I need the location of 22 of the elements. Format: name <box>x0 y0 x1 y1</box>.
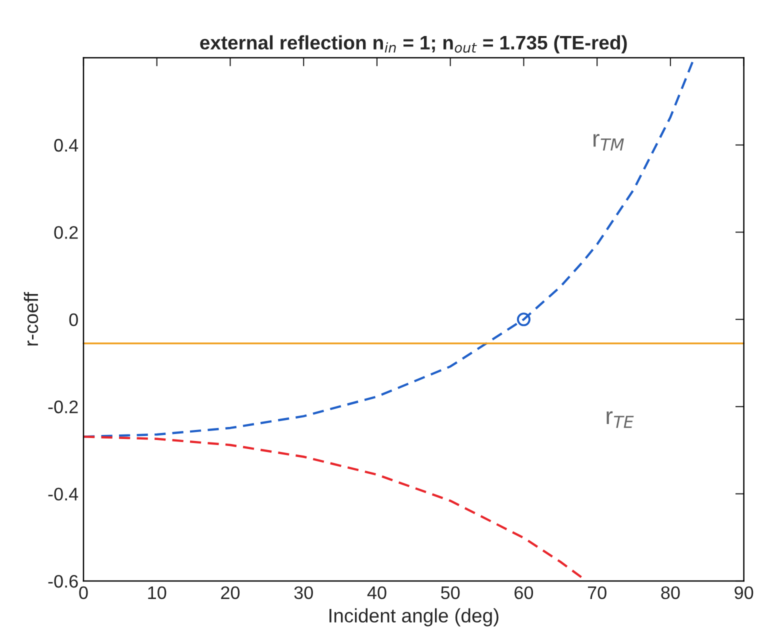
x-tick-label: 10 <box>148 586 166 600</box>
x-tick-label: 30 <box>294 586 313 600</box>
y-tick-label: -0.6 <box>48 574 78 588</box>
y-tick-label: -0.4 <box>48 488 78 501</box>
x-tick-label: 50 <box>441 586 460 600</box>
x-tick-label: 70 <box>588 586 606 600</box>
line-series <box>83 436 584 580</box>
x-tick-label: 20 <box>221 586 240 600</box>
chart-title: external reflection n$_{in}$ = 1; n$_{out}$ = 1.735 (TE-red) <box>200 35 627 54</box>
x-tick-label: 40 <box>367 586 386 600</box>
y-tick-label: 0.4 <box>54 138 78 152</box>
annotation: r$_{TM}$ <box>594 134 624 151</box>
y-tick-label: 0 <box>69 313 78 326</box>
x-axis-title: Incident angle (deg) <box>330 608 498 626</box>
x-tick-label: 60 <box>514 586 534 600</box>
y-tick-label: -0.2 <box>48 400 78 414</box>
y-tick-label: 0.2 <box>54 226 78 239</box>
x-tick-label: 90 <box>734 586 754 600</box>
x-tick-label: 80 <box>661 586 680 600</box>
y-axis-title: r-coeff <box>24 292 38 346</box>
annotation: r$_{TE}$ <box>606 411 634 428</box>
x-tick-label: 0 <box>79 586 88 600</box>
